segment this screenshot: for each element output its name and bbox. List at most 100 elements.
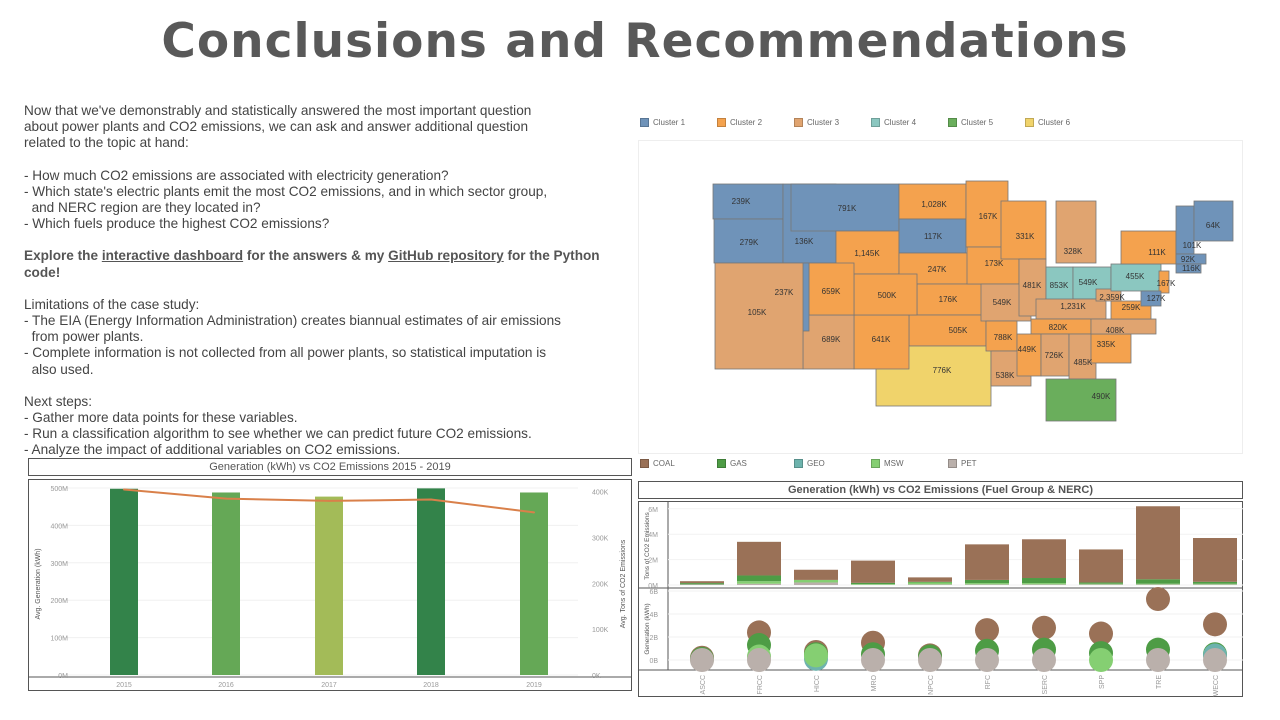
x-tick-label: HICC [814, 675, 821, 692]
y-tick-label: 4M [648, 532, 658, 539]
y-tick-label: 400M [50, 523, 68, 530]
limitation-item: - The EIA (Energy Information Administra… [24, 313, 561, 329]
legend-item: PET [948, 459, 1025, 468]
state-shape [1140, 290, 1162, 307]
state-value-label: 117K [924, 232, 943, 241]
bubble-coal [1032, 615, 1056, 640]
state-value-label: 331K [1016, 232, 1035, 241]
bubble-pet [1146, 648, 1170, 672]
state-shape [898, 183, 967, 220]
limitation-item: - Complete information is not collected … [24, 345, 547, 361]
bar-segment-coal [737, 541, 781, 576]
bar-segment-gas [965, 579, 1009, 584]
y2-tick-label: 100K [592, 627, 609, 634]
state-value-label: 279K [740, 238, 759, 247]
state-value-label: 820K [1049, 323, 1068, 332]
state-value-label: 455K [1126, 272, 1145, 281]
state-shape [985, 320, 1018, 352]
y-tick-label: 300M [50, 561, 68, 568]
state-value-label: 481K [1023, 281, 1042, 290]
dashboard-link[interactable]: interactive dashboard [101, 248, 244, 264]
bar-segment-coal [965, 544, 1009, 580]
bar-segment-msw [794, 579, 838, 583]
limitations-heading: Limitations of the case study: [24, 296, 200, 312]
state-shape [1175, 263, 1202, 274]
map-svg: 239K 279K 136K 791K 1,145K 1,028K 117K 247K 176K… [712, 180, 1234, 422]
state-value-label: 167K [1157, 279, 1176, 288]
state-shape [853, 273, 918, 316]
state-shape [1193, 200, 1234, 242]
bar-segment-coal [794, 569, 838, 580]
bubble-pet [690, 648, 714, 672]
bar-segment-gas [680, 583, 724, 585]
legend-item: COAL [640, 459, 717, 468]
y-axis-title: Tons of CO2 Emissions [644, 511, 651, 579]
state-value-label: 538K [996, 371, 1015, 380]
state-value-label: 1,145K [854, 249, 880, 258]
state-shape [1000, 200, 1047, 260]
bar-segment-coal [851, 560, 895, 583]
legend-swatch [948, 118, 957, 127]
state-shape [1045, 378, 1117, 422]
bar-segment-msw [1022, 583, 1066, 585]
y-tick-label: 6B [649, 589, 658, 596]
state-value-label: 136K [795, 237, 814, 246]
bar-segment-gas [737, 575, 781, 582]
state-value-label: 2,359K [1099, 293, 1125, 302]
line-point-2019 [533, 511, 535, 514]
legend-label: Cluster 1 [653, 118, 686, 127]
bubble-pet [1203, 648, 1227, 672]
y2-axis-title: Avg. Tons of CO2 Emissions [620, 539, 627, 628]
question-item: - Which state's electric plants emit the… [24, 183, 548, 199]
legend-swatch [871, 459, 880, 468]
limitation-item: also used. [24, 361, 94, 377]
state-shape [1040, 333, 1070, 377]
x-tick-label: WECC [1213, 675, 1220, 696]
legend-swatch [717, 459, 726, 468]
intro-line: about power plants and CO2 emissions, we… [24, 119, 529, 135]
next-step-item: - Run a classification algorithm to see … [24, 426, 532, 442]
state-value-label: 549K [993, 298, 1012, 307]
x-tick-label: 2019 [526, 682, 542, 689]
state-shape [853, 314, 910, 370]
state-value-label: 64K [1206, 221, 1221, 230]
page-title: Conclusions and Recommendations [161, 14, 1129, 69]
state-value-label: 239K [732, 197, 751, 206]
legend-swatch [1025, 118, 1034, 127]
bubble-msw [804, 643, 828, 668]
github-link[interactable]: GitHub repository [388, 248, 504, 264]
state-value-label: 1,231K [1060, 302, 1086, 311]
legend-swatch [794, 118, 803, 127]
intro-line: Now that we've demonstrably and statisti… [24, 103, 532, 118]
state-value-label: 1,028K [921, 200, 947, 209]
legend-label: Cluster 3 [807, 118, 840, 127]
us-cluster-map[interactable]: 239K 279K 136K 791K 1,145K 1,028K 117K 247K 176K… [638, 140, 1243, 454]
state-shape [1095, 288, 1122, 302]
cluster-legend: Cluster 1 Cluster 2 Cluster 3 Cluster 4 Clus… [640, 118, 1102, 127]
legend-item: Cluster 2 [717, 118, 794, 127]
bar-segment-coal [1022, 539, 1066, 579]
state-value-label: 689K [822, 335, 841, 344]
state-value-label: 776K [933, 366, 952, 375]
y-tick-label: 0M [648, 583, 658, 590]
bar-segment-gas [908, 581, 952, 583]
bar-segment-gas [1022, 578, 1066, 584]
y2-tick-label: 200K [592, 581, 609, 588]
bar-segment-gas [1079, 582, 1123, 584]
state-shape [714, 262, 804, 370]
y-tick-label: 100M [50, 636, 68, 643]
chart-frame [638, 501, 1243, 697]
bar-segment-pet [908, 584, 952, 585]
state-shape [1016, 333, 1042, 377]
state-value-label: 408K [1106, 326, 1125, 335]
chart-title: Generation (kWh) vs CO2 Emissions 2015 -… [28, 458, 632, 476]
next-step-item: - Gather more data points for these vari… [24, 410, 298, 426]
state-value-label: 449K [1018, 345, 1037, 354]
x-tick-label: RFC [985, 675, 992, 689]
state-value-label: 641K [872, 335, 891, 344]
state-value-label: 335K [1097, 340, 1116, 349]
x-tick-label: 2018 [423, 682, 439, 689]
state-value-label: 485K [1074, 358, 1093, 367]
bar-segment-coal [908, 577, 952, 582]
legend-item: Cluster 1 [640, 118, 717, 127]
